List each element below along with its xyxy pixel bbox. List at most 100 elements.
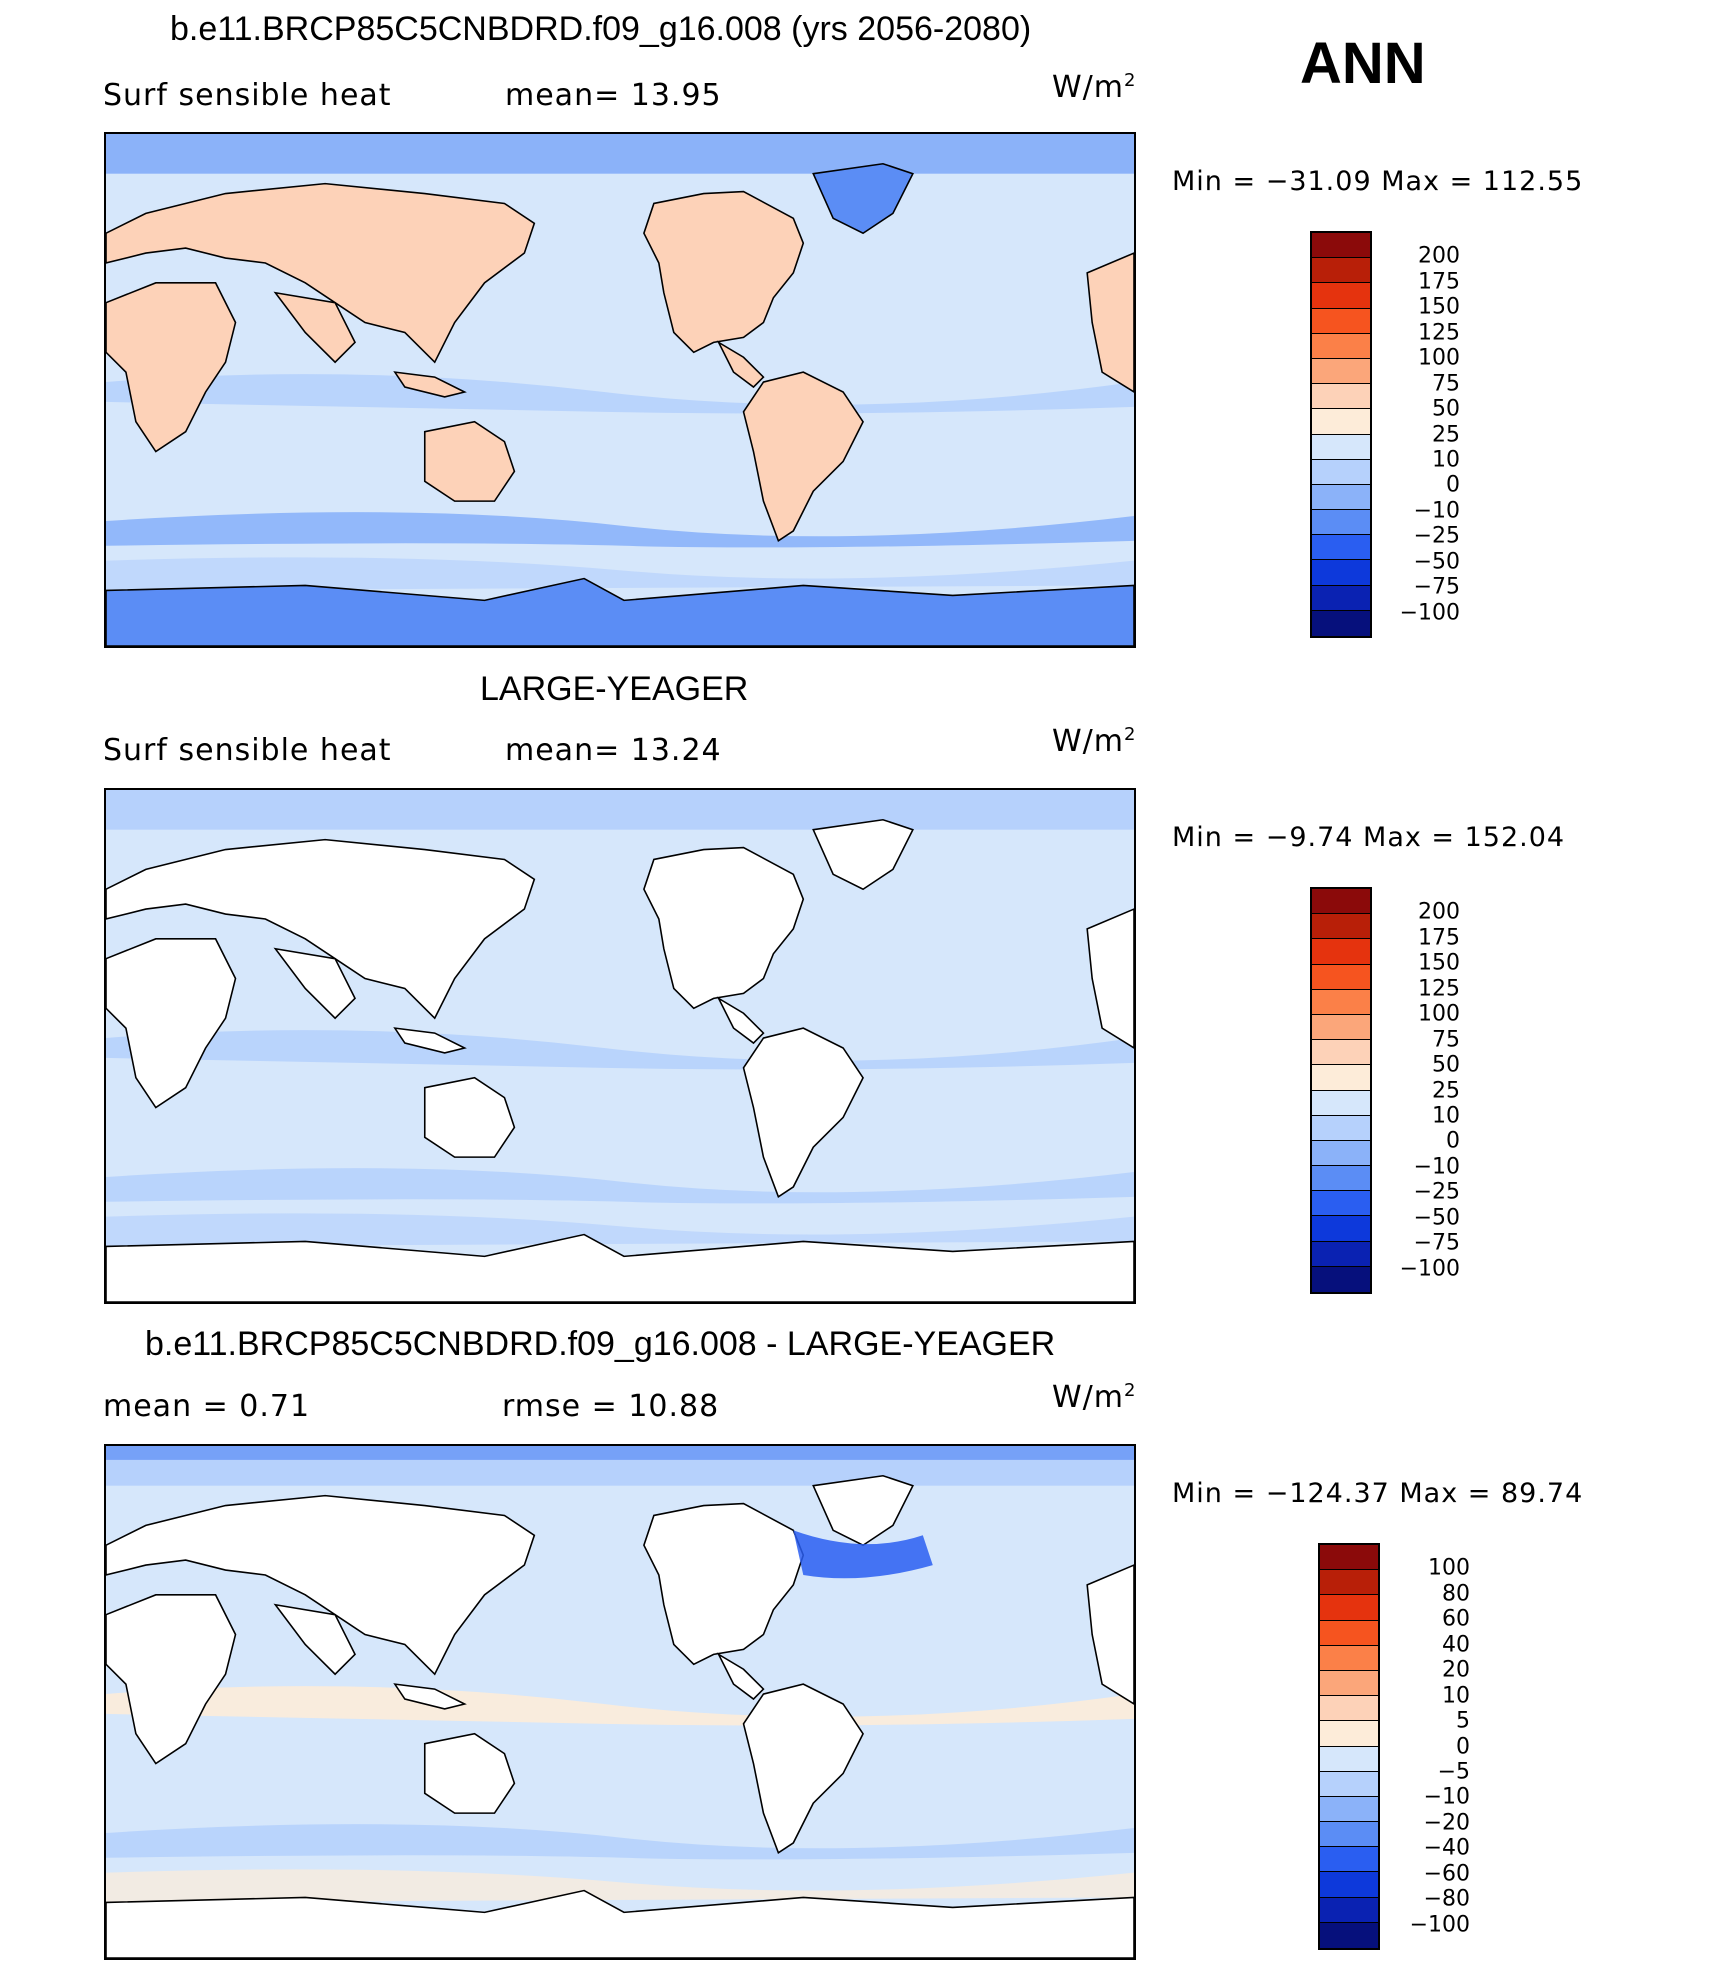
colorbar-tick-label: 50 <box>1432 396 1460 422</box>
panel-2-minmax: Min = −9.74 Max = 152.04 <box>1172 822 1566 853</box>
colorbar-swatch <box>1312 1266 1370 1292</box>
colorbar-swatch <box>1312 939 1370 965</box>
colorbar-swatch <box>1312 258 1370 284</box>
equatorial-band <box>106 1686 1134 1726</box>
panel-2-colorbar <box>1310 887 1372 1294</box>
colorbar-tick-label: 200 <box>1418 899 1460 925</box>
subpolar-band <box>106 557 1134 591</box>
colorbar-tick-label: −25 <box>1413 1179 1460 1205</box>
panel-3-colorbar-labels: 100 80 60 40 20 10 5 0 −5 −10 −20 −40 −60 −80 −100 <box>1390 1543 1470 1950</box>
colorbar-tick-label: 175 <box>1418 269 1460 295</box>
colorbar-tick-label: 75 <box>1432 1027 1460 1053</box>
colorbar-tick-label: 0 <box>1446 472 1460 498</box>
colorbar-swatch <box>1320 1721 1378 1747</box>
colorbar-swatch <box>1320 1771 1378 1797</box>
coastline <box>812 818 914 891</box>
colorbar-tick-label: 0 <box>1446 1128 1460 1154</box>
colorbar-tick-label: 10 <box>1442 1683 1470 1709</box>
coastline <box>106 1889 1134 1958</box>
coastline <box>1086 252 1134 393</box>
equatorial-band <box>106 1030 1134 1070</box>
colorbar-tick-label: −10 <box>1413 498 1460 524</box>
season-label: ANN <box>1300 31 1426 96</box>
colorbar-swatch <box>1312 384 1370 410</box>
panel-1-map-graphic <box>106 134 1134 646</box>
colorbar-tick-label: −10 <box>1423 1784 1470 1810</box>
subpolar-band <box>106 1213 1134 1247</box>
coastline <box>812 162 914 235</box>
north-atlantic-anomaly <box>793 1530 933 1579</box>
panel-1-colorbar-labels: 200 175 150 125 100 75 50 25 10 0 −10 −25 −50 −75 −100 <box>1380 231 1460 638</box>
colorbar-swatch <box>1320 1796 1378 1823</box>
coastline <box>742 1683 864 1855</box>
panel-3-units: W/m2 <box>1052 1380 1137 1415</box>
colorbar-swatch <box>1312 409 1370 435</box>
coastline <box>106 938 237 1109</box>
colorbar-swatch <box>1320 1746 1378 1772</box>
colorbar-swatch <box>1320 1872 1378 1898</box>
colorbar-tick-label: 125 <box>1418 976 1460 1002</box>
panel-1-minmax: Min = −31.09 Max = 112.55 <box>1172 166 1584 197</box>
colorbar-swatch <box>1320 1922 1378 1948</box>
colorbar-tick-label: 200 <box>1418 243 1460 269</box>
panel-1-variable-label: Surf sensible heat <box>103 78 392 113</box>
panel-1-title: b.e11.BRCP85C5CNBDRD.f09_g16.008 (yrs 20… <box>170 10 1032 48</box>
arctic-band <box>106 134 1134 174</box>
colorbar-swatch <box>1312 889 1370 915</box>
coastline <box>423 1732 516 1814</box>
colorbar-swatch <box>1312 484 1370 511</box>
southern-band <box>106 512 1134 548</box>
coastline <box>106 1233 1134 1302</box>
colorbar-swatch <box>1312 233 1370 259</box>
colorbar-swatch <box>1320 1670 1378 1697</box>
colorbar-tick-label: −10 <box>1413 1154 1460 1180</box>
colorbar-tick-label: 100 <box>1428 1555 1470 1581</box>
colorbar-tick-label: −50 <box>1413 1205 1460 1231</box>
colorbar-tick-label: 5 <box>1456 1708 1470 1734</box>
coastline <box>106 282 237 453</box>
colorbar-tick-label: 125 <box>1418 320 1460 346</box>
coastline <box>273 947 357 1020</box>
arctic-band <box>106 790 1134 830</box>
panel-3-title: b.e11.BRCP85C5CNBDRD.f09_g16.008 - LARGE… <box>145 1325 1056 1363</box>
colorbar-swatch <box>1312 358 1370 385</box>
panel-2-units: W/m2 <box>1052 724 1137 759</box>
colorbar-swatch <box>1312 1014 1370 1041</box>
colorbar-tick-label: −50 <box>1413 549 1460 575</box>
subpolar-band <box>106 1869 1134 1903</box>
colorbar-swatch <box>1312 1241 1370 1267</box>
colorbar-swatch <box>1320 1897 1378 1923</box>
colorbar-tick-label: −100 <box>1409 1912 1470 1938</box>
colorbar-swatch <box>1312 535 1370 561</box>
colorbar-swatch <box>1312 989 1370 1015</box>
colorbar-tick-label: −75 <box>1413 574 1460 600</box>
coastline <box>393 1027 467 1054</box>
colorbar-swatch <box>1312 333 1370 359</box>
colorbar-tick-label: 175 <box>1418 925 1460 951</box>
coastline <box>643 190 805 354</box>
coastline <box>106 1594 237 1765</box>
colorbar-swatch <box>1312 1065 1370 1091</box>
coastline <box>716 996 765 1045</box>
coastline <box>423 1076 516 1158</box>
colorbar-tick-label: 10 <box>1432 1103 1460 1129</box>
colorbar-tick-label: −5 <box>1437 1759 1470 1785</box>
colorbar-tick-label: 80 <box>1442 1581 1470 1607</box>
coastline <box>1086 908 1134 1049</box>
colorbar-swatch <box>1312 1140 1370 1167</box>
colorbar-tick-label: 60 <box>1442 1606 1470 1632</box>
colorbar-swatch <box>1320 1696 1378 1722</box>
colorbar-tick-label: 40 <box>1442 1632 1470 1658</box>
colorbar-tick-label: 25 <box>1432 1078 1460 1103</box>
colorbar-swatch <box>1320 1545 1378 1571</box>
colorbar-swatch <box>1312 283 1370 309</box>
panel-3-minmax: Min = −124.37 Max = 89.74 <box>1172 1478 1584 1509</box>
coastline <box>106 1494 536 1676</box>
colorbar-tick-label: −60 <box>1423 1861 1470 1887</box>
coastline <box>106 577 1134 646</box>
colorbar-tick-label: 100 <box>1418 345 1460 371</box>
panel-3-mean-label: mean = 0.71 <box>103 1389 311 1424</box>
colorbar-tick-label: −100 <box>1399 600 1460 626</box>
coastline <box>393 1683 467 1710</box>
colorbar-swatch <box>1312 1090 1370 1116</box>
